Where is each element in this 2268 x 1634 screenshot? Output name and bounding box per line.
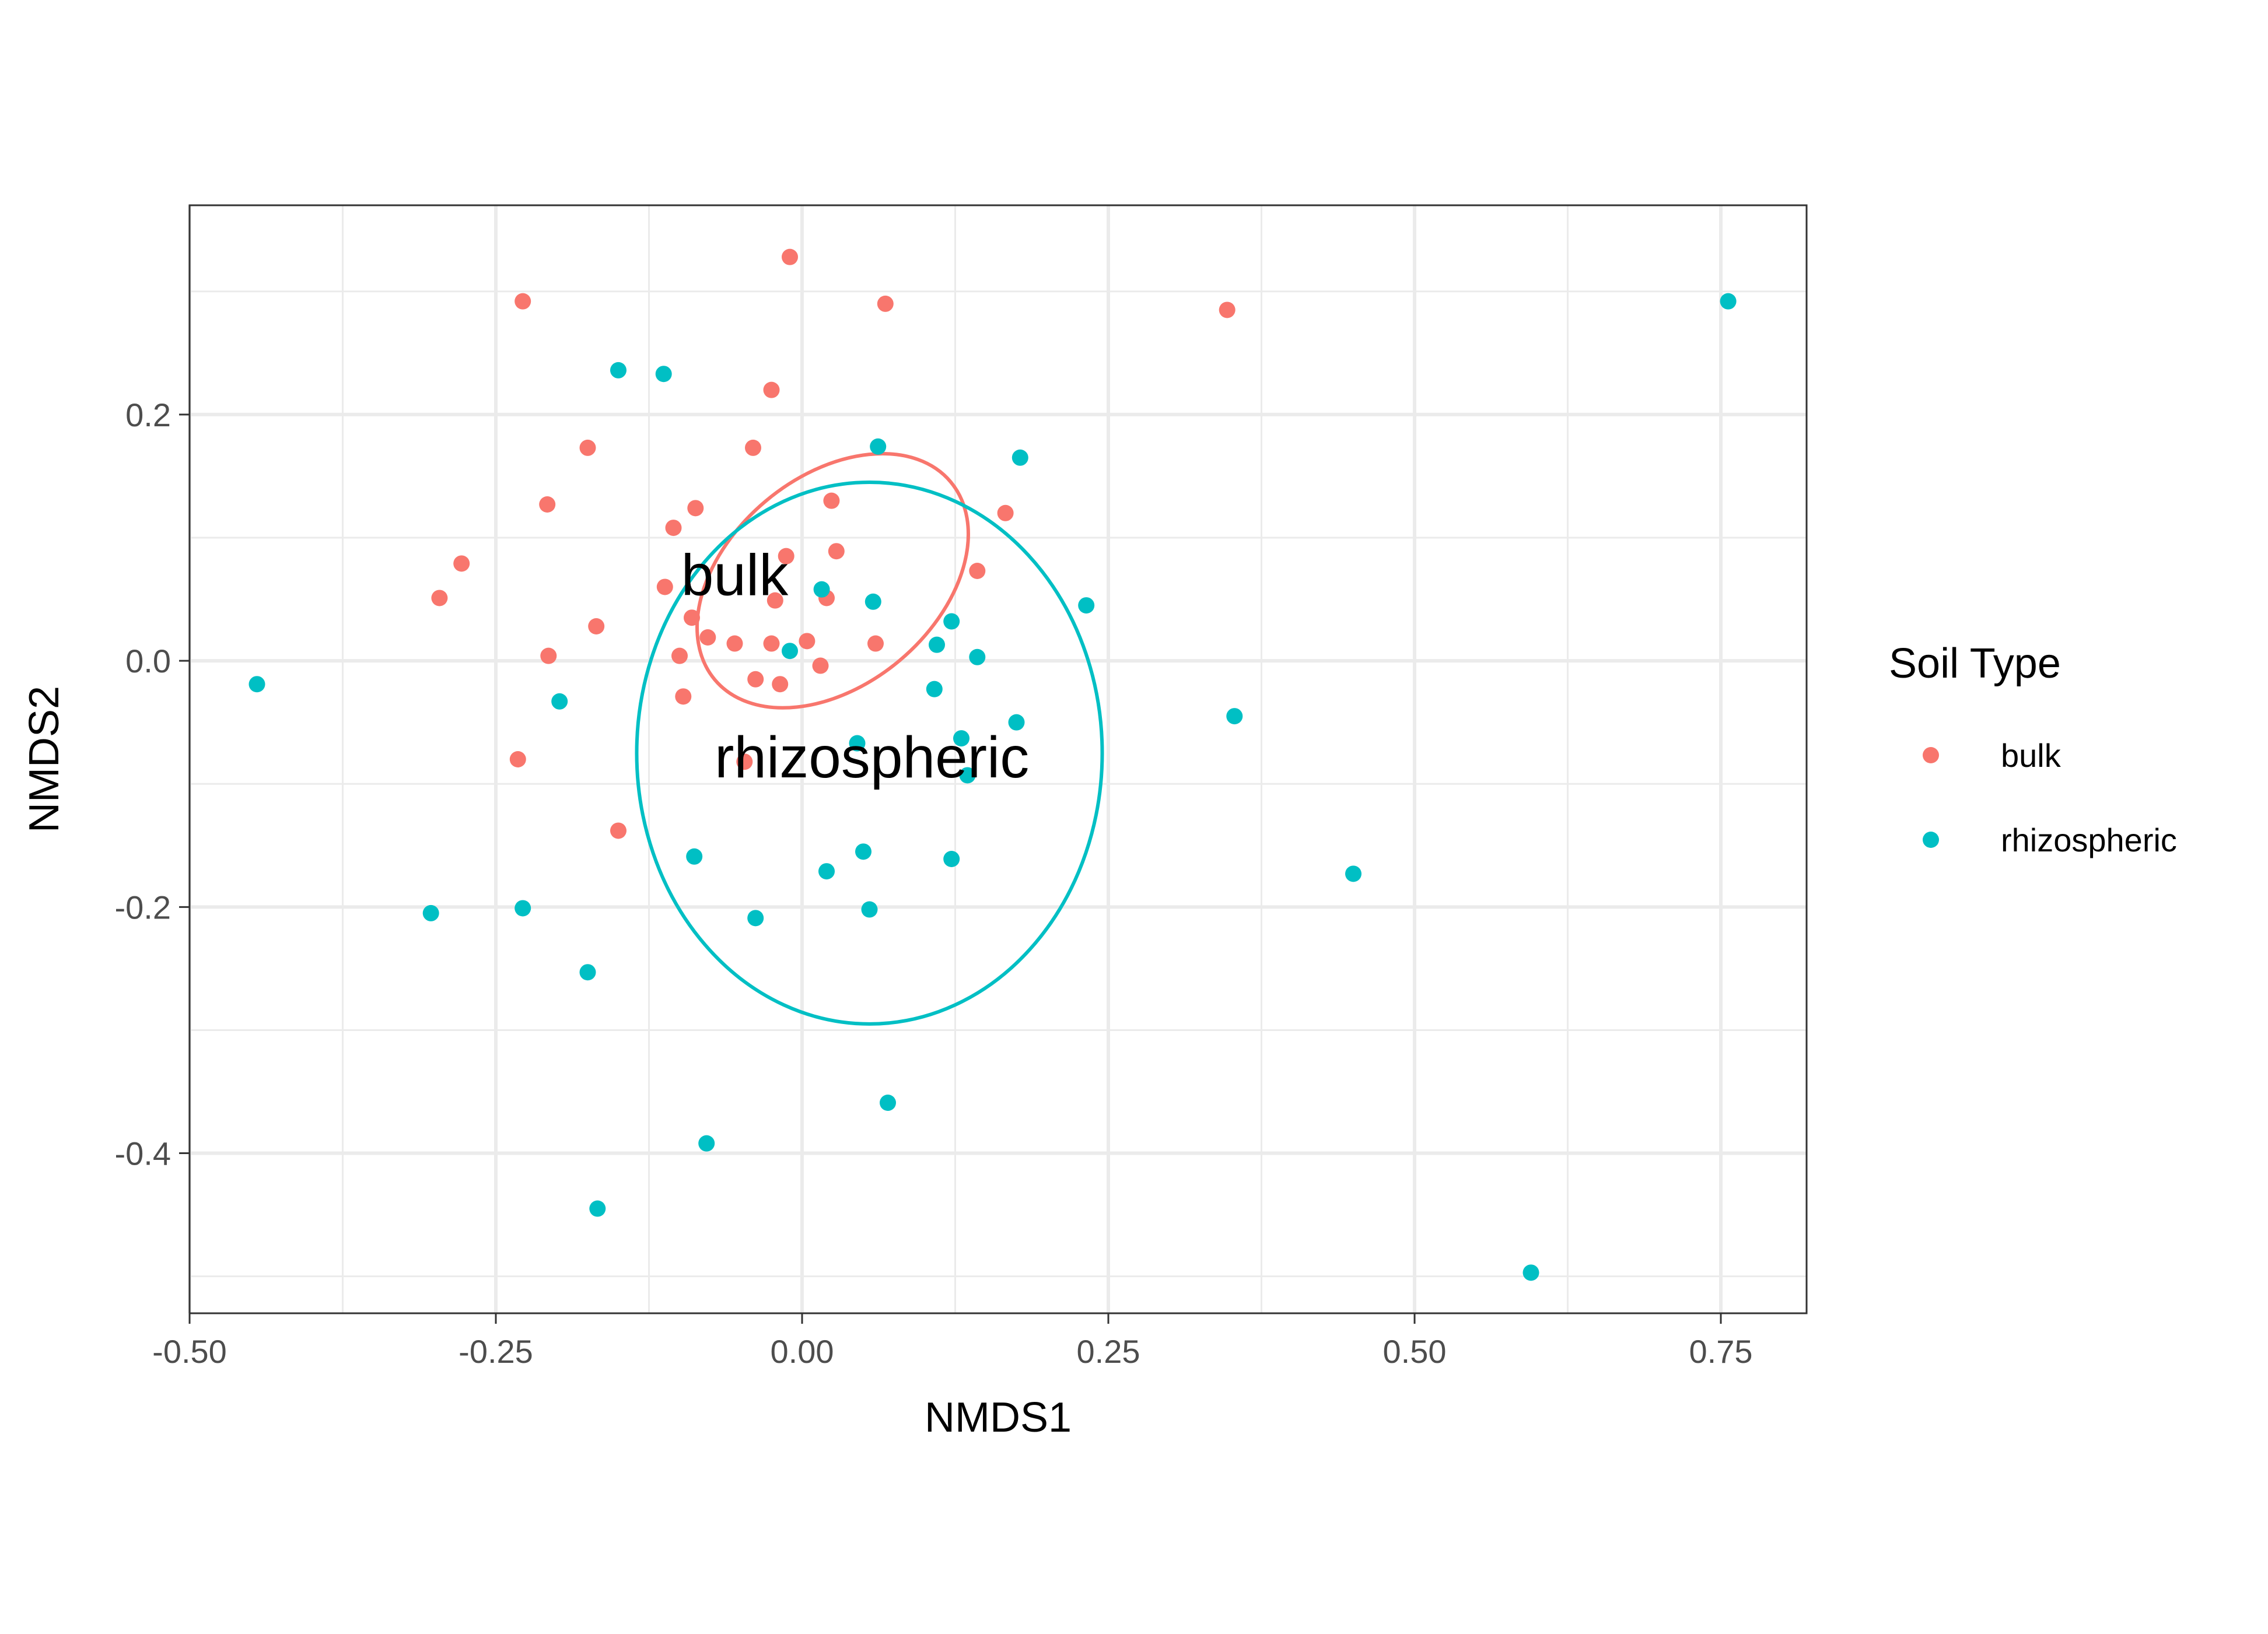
x-axis: -0.50 -0.25 0.00 0.25 0.50 0.75	[152, 1313, 1753, 1370]
point-bulk	[684, 609, 700, 626]
point-bulk	[453, 555, 470, 572]
point-rhizospheric	[655, 366, 672, 383]
point-rhizospheric	[1008, 714, 1025, 731]
point-rhizospheric	[926, 681, 943, 697]
point-rhizospheric	[422, 904, 439, 921]
point-bulk	[509, 751, 526, 767]
data-points	[249, 248, 1737, 1281]
point-bulk	[539, 496, 556, 513]
minor-gridlines	[190, 205, 1807, 1313]
point-bulk	[823, 492, 840, 509]
legend-key-rhizospheric	[1923, 832, 1939, 848]
point-bulk	[687, 500, 704, 517]
panel-border	[188, 204, 1808, 1314]
y-tick-label: -0.4	[115, 1135, 172, 1172]
point-rhizospheric	[880, 1095, 896, 1111]
y-axis-title: NMDS2	[21, 686, 68, 833]
point-bulk	[736, 753, 753, 770]
point-bulk	[588, 618, 605, 634]
point-bulk	[431, 590, 448, 606]
point-bulk	[763, 381, 780, 398]
point-bulk	[656, 578, 673, 595]
point-rhizospheric	[943, 851, 960, 867]
y-tick-label: -0.2	[115, 889, 172, 925]
point-rhizospheric	[610, 362, 626, 378]
point-rhizospheric	[870, 438, 887, 455]
y-tick-label: 0.0	[125, 643, 171, 679]
point-rhizospheric	[698, 1135, 715, 1152]
point-rhizospheric	[249, 676, 265, 693]
point-rhizospheric	[861, 901, 878, 918]
point-rhizospheric	[813, 581, 830, 598]
point-rhizospheric	[855, 843, 872, 860]
point-bulk	[997, 504, 1014, 521]
legend: Soil Type bulk rhizospheric	[1889, 640, 2177, 858]
point-bulk	[675, 688, 692, 705]
point-rhizospheric	[929, 636, 945, 653]
point-bulk	[867, 635, 884, 652]
point-rhizospheric	[551, 693, 568, 710]
point-bulk	[778, 548, 794, 564]
point-bulk	[699, 629, 716, 646]
point-bulk	[745, 439, 761, 456]
point-bulk	[799, 633, 816, 650]
x-tick-label: 0.75	[1689, 1333, 1753, 1370]
x-tick-label: 0.50	[1383, 1333, 1447, 1370]
point-bulk	[726, 635, 743, 652]
point-rhizospheric	[959, 767, 976, 784]
point-bulk	[812, 657, 829, 674]
point-bulk	[579, 439, 596, 456]
ellipse-bulk	[695, 452, 970, 710]
point-bulk	[540, 647, 557, 664]
point-rhizospheric	[589, 1200, 606, 1217]
y-axis: -0.4 -0.2 0.0 0.2	[115, 397, 190, 1172]
x-tick-label: 0.25	[1077, 1333, 1140, 1370]
point-bulk	[763, 635, 780, 652]
point-rhizospheric	[1345, 865, 1362, 882]
point-rhizospheric	[1078, 597, 1095, 614]
group-label-bulk: bulk	[681, 542, 789, 608]
ellipse-rhizospheric	[635, 481, 1104, 1026]
point-bulk	[766, 592, 783, 609]
point-rhizospheric	[1522, 1264, 1539, 1281]
legend-title: Soil Type	[1889, 640, 2061, 687]
point-rhizospheric	[1226, 708, 1243, 725]
point-rhizospheric	[514, 900, 531, 917]
point-rhizospheric	[782, 643, 798, 660]
point-rhizospheric	[849, 735, 866, 752]
point-bulk	[782, 248, 798, 265]
point-rhizospheric	[864, 593, 881, 610]
point-bulk	[877, 295, 894, 312]
point-bulk	[665, 520, 682, 537]
point-bulk	[1219, 301, 1236, 318]
point-rhizospheric	[969, 648, 986, 665]
x-axis-title: NMDS1	[925, 1394, 1072, 1441]
x-tick-label: -0.50	[152, 1333, 227, 1370]
point-rhizospheric	[818, 863, 835, 880]
point-bulk	[828, 543, 845, 560]
legend-label-rhizospheric: rhizospheric	[2001, 822, 2177, 858]
point-bulk	[969, 563, 986, 579]
point-bulk	[671, 647, 688, 664]
point-bulk	[610, 822, 626, 839]
x-tick-label: -0.25	[459, 1333, 533, 1370]
point-bulk	[514, 293, 531, 310]
legend-key-bulk	[1923, 747, 1939, 763]
x-tick-label: 0.00	[771, 1333, 834, 1370]
group-label-rhizospheric: rhizospheric	[715, 725, 1029, 790]
legend-label-bulk: bulk	[2001, 737, 2062, 774]
point-rhizospheric	[953, 730, 970, 747]
point-bulk	[747, 671, 764, 688]
point-rhizospheric	[1012, 449, 1028, 466]
group-ellipses	[635, 452, 1104, 1026]
y-tick-label: 0.2	[125, 397, 171, 433]
point-bulk	[772, 676, 789, 693]
point-rhizospheric	[686, 848, 703, 865]
point-rhizospheric	[579, 964, 596, 981]
point-rhizospheric	[943, 613, 960, 630]
point-rhizospheric	[1720, 293, 1737, 310]
point-rhizospheric	[747, 910, 764, 927]
group-labels: bulk rhizospheric	[681, 542, 1029, 790]
